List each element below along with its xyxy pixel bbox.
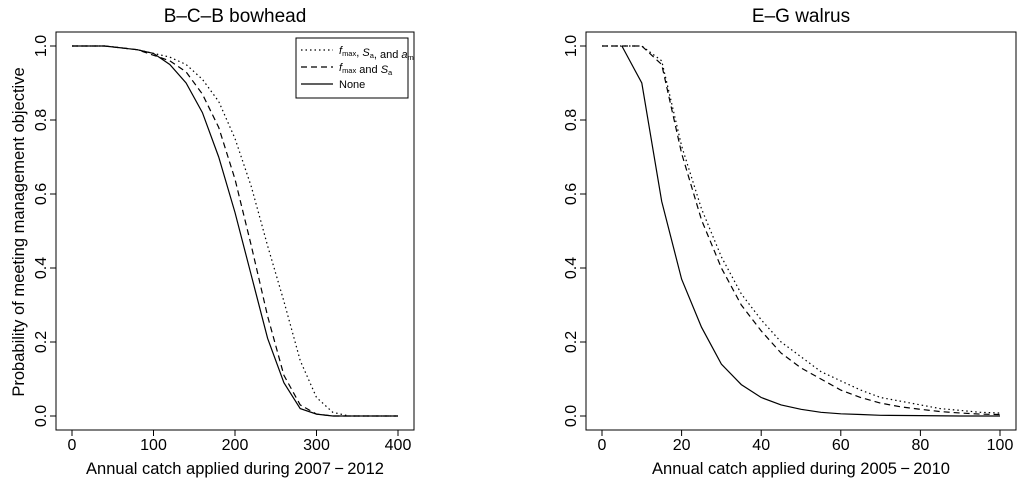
series-line-dotted: [602, 45, 1001, 414]
y-tick-label: 0.0: [563, 405, 580, 427]
x-axis-title: Annual catch applied during 2005 − 2010: [652, 460, 950, 478]
x-tick-label: 100: [140, 437, 167, 454]
x-tick-label: 200: [222, 437, 249, 454]
y-tick-label: 0.6: [563, 183, 580, 205]
legend-label-part: a: [388, 68, 393, 77]
legend-label-part: m: [408, 53, 414, 62]
panel-walrus: E–G walrus 0 20 40 60 80 100 0.0 0.2 0.4 0.6 0.8 1.0…: [563, 6, 1017, 478]
x-axis-title: Annual catch applied during 2007 − 2012: [86, 460, 384, 478]
y-tick-label: 0.6: [33, 183, 50, 205]
y-tick-label: 1.0: [33, 35, 50, 57]
series-line-solid: [621, 45, 1000, 417]
chart-title: E–G walrus: [752, 6, 850, 27]
series-line-solid: [72, 45, 398, 417]
y-tick-label: 0.2: [563, 331, 580, 353]
legend-label-part: S: [381, 64, 389, 76]
x-tick-label: 60: [832, 437, 850, 454]
legend-label-part: f: [339, 62, 343, 74]
series-line-dashed: [602, 45, 1001, 416]
y-tick-label: 0.0: [33, 405, 50, 427]
y-tick-label: 0.4: [33, 257, 50, 279]
y-tick-label: 0.4: [563, 257, 580, 279]
legend-label-part: , and: [374, 49, 402, 61]
legend-box: [295, 37, 409, 99]
series-line-dotted: [72, 45, 398, 417]
legend-label-part: and: [356, 64, 380, 76]
legend-label: None: [339, 79, 365, 91]
x-tick-label: 400: [385, 437, 412, 454]
legend-label-part: max: [342, 49, 356, 58]
y-tick-label: 1.0: [563, 35, 580, 57]
y-tick-label: 0.8: [33, 109, 50, 131]
x-tick-label: 20: [673, 437, 691, 454]
legend-label-part: a: [401, 49, 407, 61]
legend-label: fmax, Sa, and am: [339, 45, 414, 62]
panel-bowhead: B–C–B bowhead 0 100 200 300 400 0.0 0.2 0.4 0.6 0.…: [33, 6, 415, 478]
chart-title: B–C–B bowhead: [164, 6, 307, 27]
x-tick-label: 100: [987, 437, 1014, 454]
plot-frame: [585, 31, 1017, 431]
x-tick-label: 0: [68, 437, 77, 454]
legend-label-part: S: [362, 47, 370, 59]
legend-label-part: f: [339, 45, 343, 57]
legend-label: fmax and Sa: [339, 62, 393, 77]
legend-label-part: max: [342, 66, 356, 75]
series-line-dashed: [72, 45, 398, 417]
y-tick-label: 0.2: [33, 331, 50, 353]
y-axis-title: Probability of meeting management object…: [10, 67, 28, 396]
x-tick-label: 300: [303, 437, 330, 454]
plot-frame: [55, 31, 415, 431]
legend-label-part: a: [370, 51, 375, 60]
legend-label-part: ,: [356, 47, 362, 59]
x-tick-label: 40: [752, 437, 770, 454]
legend-label-part: None: [339, 79, 365, 91]
y-tick-label: 0.8: [563, 109, 580, 131]
x-tick-label: 80: [912, 437, 930, 454]
x-tick-label: 0: [598, 437, 607, 454]
